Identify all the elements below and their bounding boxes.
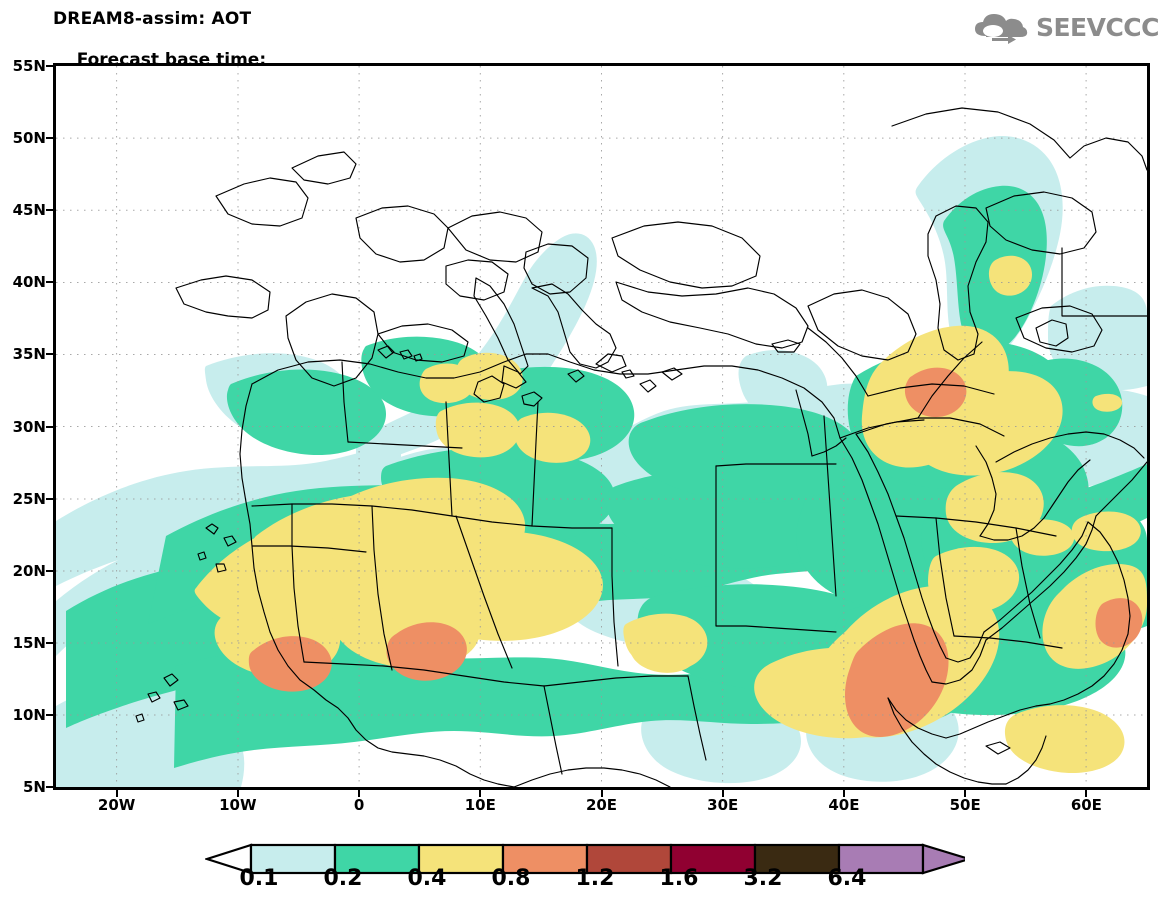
y-tick-mark xyxy=(46,353,53,356)
y-tick-mark xyxy=(46,137,53,140)
aot-contour-map xyxy=(56,66,1147,787)
x-tick-mark xyxy=(358,790,361,797)
y-tick-10N: 10N xyxy=(12,705,46,724)
y-tick-30N: 30N xyxy=(12,417,46,436)
x-tick-mark xyxy=(115,790,118,797)
y-tick-mark xyxy=(46,425,53,428)
colorbar-tick-0.8: 0.8 xyxy=(491,866,531,891)
colorbar-segment-6 xyxy=(753,843,841,875)
x-tick-mark xyxy=(842,790,845,797)
x-tick-30E: 30E xyxy=(707,796,739,814)
y-tick-15N: 15N xyxy=(12,633,46,652)
colorbar-tick-1.2: 1.2 xyxy=(575,866,615,891)
x-tick-mark xyxy=(721,790,724,797)
y-tick-50N: 50N xyxy=(12,129,46,148)
y-tick-mark xyxy=(46,641,53,644)
aot-colorbar[interactable] xyxy=(205,842,965,876)
x-tick-mark xyxy=(236,790,239,797)
x-tick-mark xyxy=(600,790,603,797)
y-tick-mark xyxy=(46,209,53,212)
map-plot-area xyxy=(53,63,1150,790)
y-tick-20N: 20N xyxy=(12,561,46,580)
x-tick-10W: 10W xyxy=(219,796,257,814)
y-tick-55N: 55N xyxy=(12,57,46,75)
x-tick-mark xyxy=(964,790,967,797)
x-tick-10E: 10E xyxy=(464,796,496,814)
x-tick-40E: 40E xyxy=(828,796,860,814)
x-tick-60E: 60E xyxy=(1070,796,1102,814)
colorbar-tick-3.2: 3.2 xyxy=(743,866,783,891)
colorbar-tick-0.2: 0.2 xyxy=(323,866,363,891)
map-coastlines xyxy=(135,107,1147,787)
x-tick-mark xyxy=(479,790,482,797)
y-tick-45N: 45N xyxy=(12,201,46,220)
colorbar-tick-0.1: 0.1 xyxy=(239,866,279,891)
x-tick-0: 0 xyxy=(353,796,365,814)
x-tick-20E: 20E xyxy=(585,796,618,814)
aot-contour-orange xyxy=(248,367,1143,737)
cloud-arrow-icon xyxy=(974,14,1028,44)
logo-text: SEEVCCC xyxy=(1035,12,1160,42)
y-tick-35N: 35N xyxy=(12,345,46,364)
colorbar-tick-6.4: 6.4 xyxy=(827,866,867,891)
y-tick-mark xyxy=(46,497,53,500)
x-tick-50E: 50E xyxy=(949,796,981,814)
colorbar-segment-0 xyxy=(249,843,337,875)
y-tick-mark xyxy=(46,281,53,284)
y-tick-5N: 5N xyxy=(23,778,46,796)
y-tick-25N: 25N xyxy=(12,489,46,508)
colorbar-segment-2 xyxy=(417,843,505,875)
x-tick-mark xyxy=(1085,790,1088,797)
y-tick-mark xyxy=(46,786,53,788)
x-tick-20W: 20W xyxy=(97,796,136,814)
colorbar-segment-7 xyxy=(837,843,925,875)
colorbar-tick-0.4: 0.4 xyxy=(407,866,447,891)
seevccc-logo: SEEVCCC xyxy=(972,10,1160,44)
colorbar-segment-3 xyxy=(501,843,589,875)
y-tick-mark xyxy=(46,65,53,67)
y-tick-40N: 40N xyxy=(12,273,46,292)
colorbar-over-arrow xyxy=(921,843,965,875)
colorbar-segment-5 xyxy=(669,843,757,875)
y-tick-mark xyxy=(46,569,53,572)
colorbar-segment-4 xyxy=(585,843,673,875)
y-tick-mark xyxy=(46,713,53,716)
colorbar-tick-1.6: 1.6 xyxy=(659,866,699,891)
page-title: DREAM8-assim: AOT xyxy=(53,9,252,29)
